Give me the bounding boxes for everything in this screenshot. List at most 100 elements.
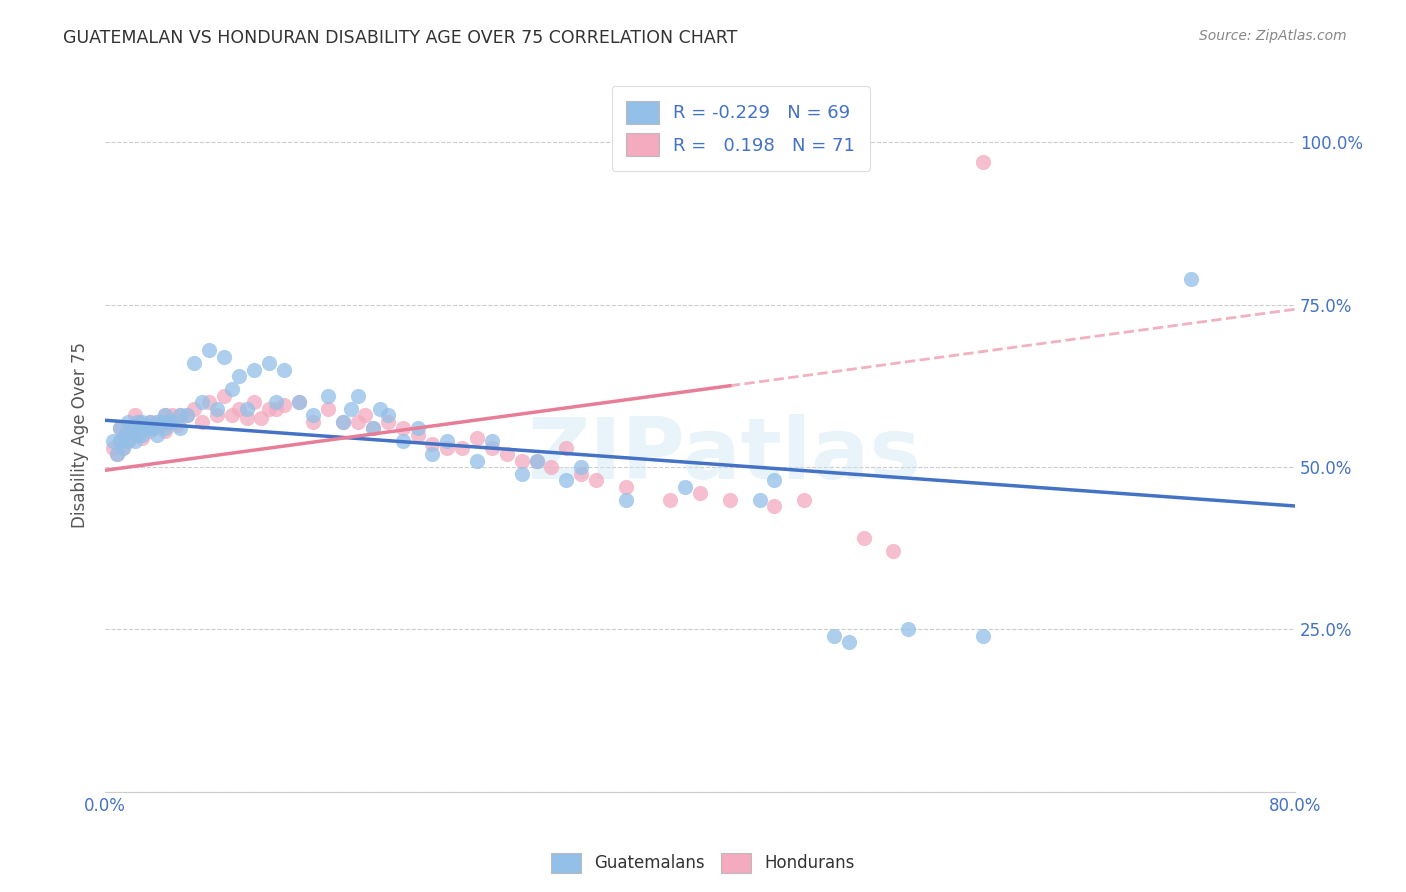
- Point: [838, 635, 860, 649]
- Point: [221, 382, 243, 396]
- Point: [481, 441, 503, 455]
- Point: [257, 401, 280, 416]
- Point: [146, 427, 169, 442]
- Point: [659, 492, 682, 507]
- Y-axis label: Disability Age Over 75: Disability Age Over 75: [72, 342, 89, 527]
- Point: [153, 425, 176, 439]
- Point: [117, 415, 139, 429]
- Point: [150, 415, 173, 429]
- Point: [108, 421, 131, 435]
- Point: [243, 362, 266, 376]
- Point: [316, 389, 339, 403]
- Point: [169, 421, 191, 435]
- Point: [142, 421, 165, 435]
- Point: [235, 401, 257, 416]
- Point: [205, 408, 228, 422]
- Point: [526, 453, 548, 467]
- Point: [361, 421, 384, 435]
- Point: [131, 427, 153, 442]
- Point: [972, 154, 994, 169]
- Point: [257, 356, 280, 370]
- Legend: R = -0.229   N = 69, R =   0.198   N = 71: R = -0.229 N = 69, R = 0.198 N = 71: [612, 87, 869, 170]
- Point: [146, 415, 169, 429]
- Point: [614, 479, 637, 493]
- Point: [191, 395, 214, 409]
- Point: [823, 629, 845, 643]
- Point: [176, 408, 198, 422]
- Point: [481, 434, 503, 448]
- Point: [302, 408, 325, 422]
- Point: [510, 467, 533, 481]
- Point: [882, 544, 904, 558]
- Point: [406, 421, 429, 435]
- Point: [436, 434, 458, 448]
- Point: [347, 415, 370, 429]
- Point: [127, 415, 149, 429]
- Point: [221, 408, 243, 422]
- Point: [124, 421, 146, 435]
- Point: [139, 415, 162, 429]
- Point: [391, 421, 413, 435]
- Point: [160, 415, 183, 429]
- Point: [406, 427, 429, 442]
- Point: [139, 425, 162, 439]
- Point: [114, 427, 136, 442]
- Legend: Guatemalans, Hondurans: Guatemalans, Hondurans: [544, 847, 862, 880]
- Point: [287, 395, 309, 409]
- Point: [287, 395, 309, 409]
- Point: [108, 421, 131, 435]
- Point: [228, 401, 250, 416]
- Point: [273, 398, 295, 412]
- Point: [852, 532, 875, 546]
- Point: [153, 421, 176, 435]
- Text: Source: ZipAtlas.com: Source: ZipAtlas.com: [1199, 29, 1347, 43]
- Point: [332, 415, 354, 429]
- Point: [972, 629, 994, 643]
- Point: [139, 415, 162, 429]
- Point: [169, 408, 191, 422]
- Point: [377, 415, 399, 429]
- Point: [124, 427, 146, 442]
- Point: [614, 492, 637, 507]
- Point: [347, 389, 370, 403]
- Point: [124, 434, 146, 448]
- Point: [422, 447, 444, 461]
- Point: [124, 408, 146, 422]
- Point: [121, 421, 143, 435]
- Point: [377, 408, 399, 422]
- Point: [105, 447, 128, 461]
- Point: [127, 415, 149, 429]
- Point: [191, 415, 214, 429]
- Point: [160, 408, 183, 422]
- Point: [451, 441, 474, 455]
- Point: [205, 401, 228, 416]
- Point: [101, 441, 124, 455]
- Point: [264, 395, 287, 409]
- Point: [131, 431, 153, 445]
- Point: [793, 492, 815, 507]
- Point: [569, 467, 592, 481]
- Point: [391, 434, 413, 448]
- Point: [169, 408, 191, 422]
- Point: [585, 473, 607, 487]
- Point: [339, 401, 361, 416]
- Point: [212, 389, 235, 403]
- Point: [142, 421, 165, 435]
- Point: [250, 411, 273, 425]
- Point: [131, 421, 153, 435]
- Point: [465, 453, 488, 467]
- Point: [114, 427, 136, 442]
- Point: [198, 395, 221, 409]
- Point: [156, 415, 179, 429]
- Point: [150, 417, 173, 432]
- Point: [354, 408, 377, 422]
- Point: [127, 427, 149, 442]
- Point: [112, 441, 135, 455]
- Text: ZIPatlas: ZIPatlas: [527, 415, 921, 498]
- Point: [212, 350, 235, 364]
- Point: [108, 434, 131, 448]
- Point: [1180, 271, 1202, 285]
- Point: [135, 417, 157, 432]
- Point: [235, 411, 257, 425]
- Point: [139, 421, 162, 435]
